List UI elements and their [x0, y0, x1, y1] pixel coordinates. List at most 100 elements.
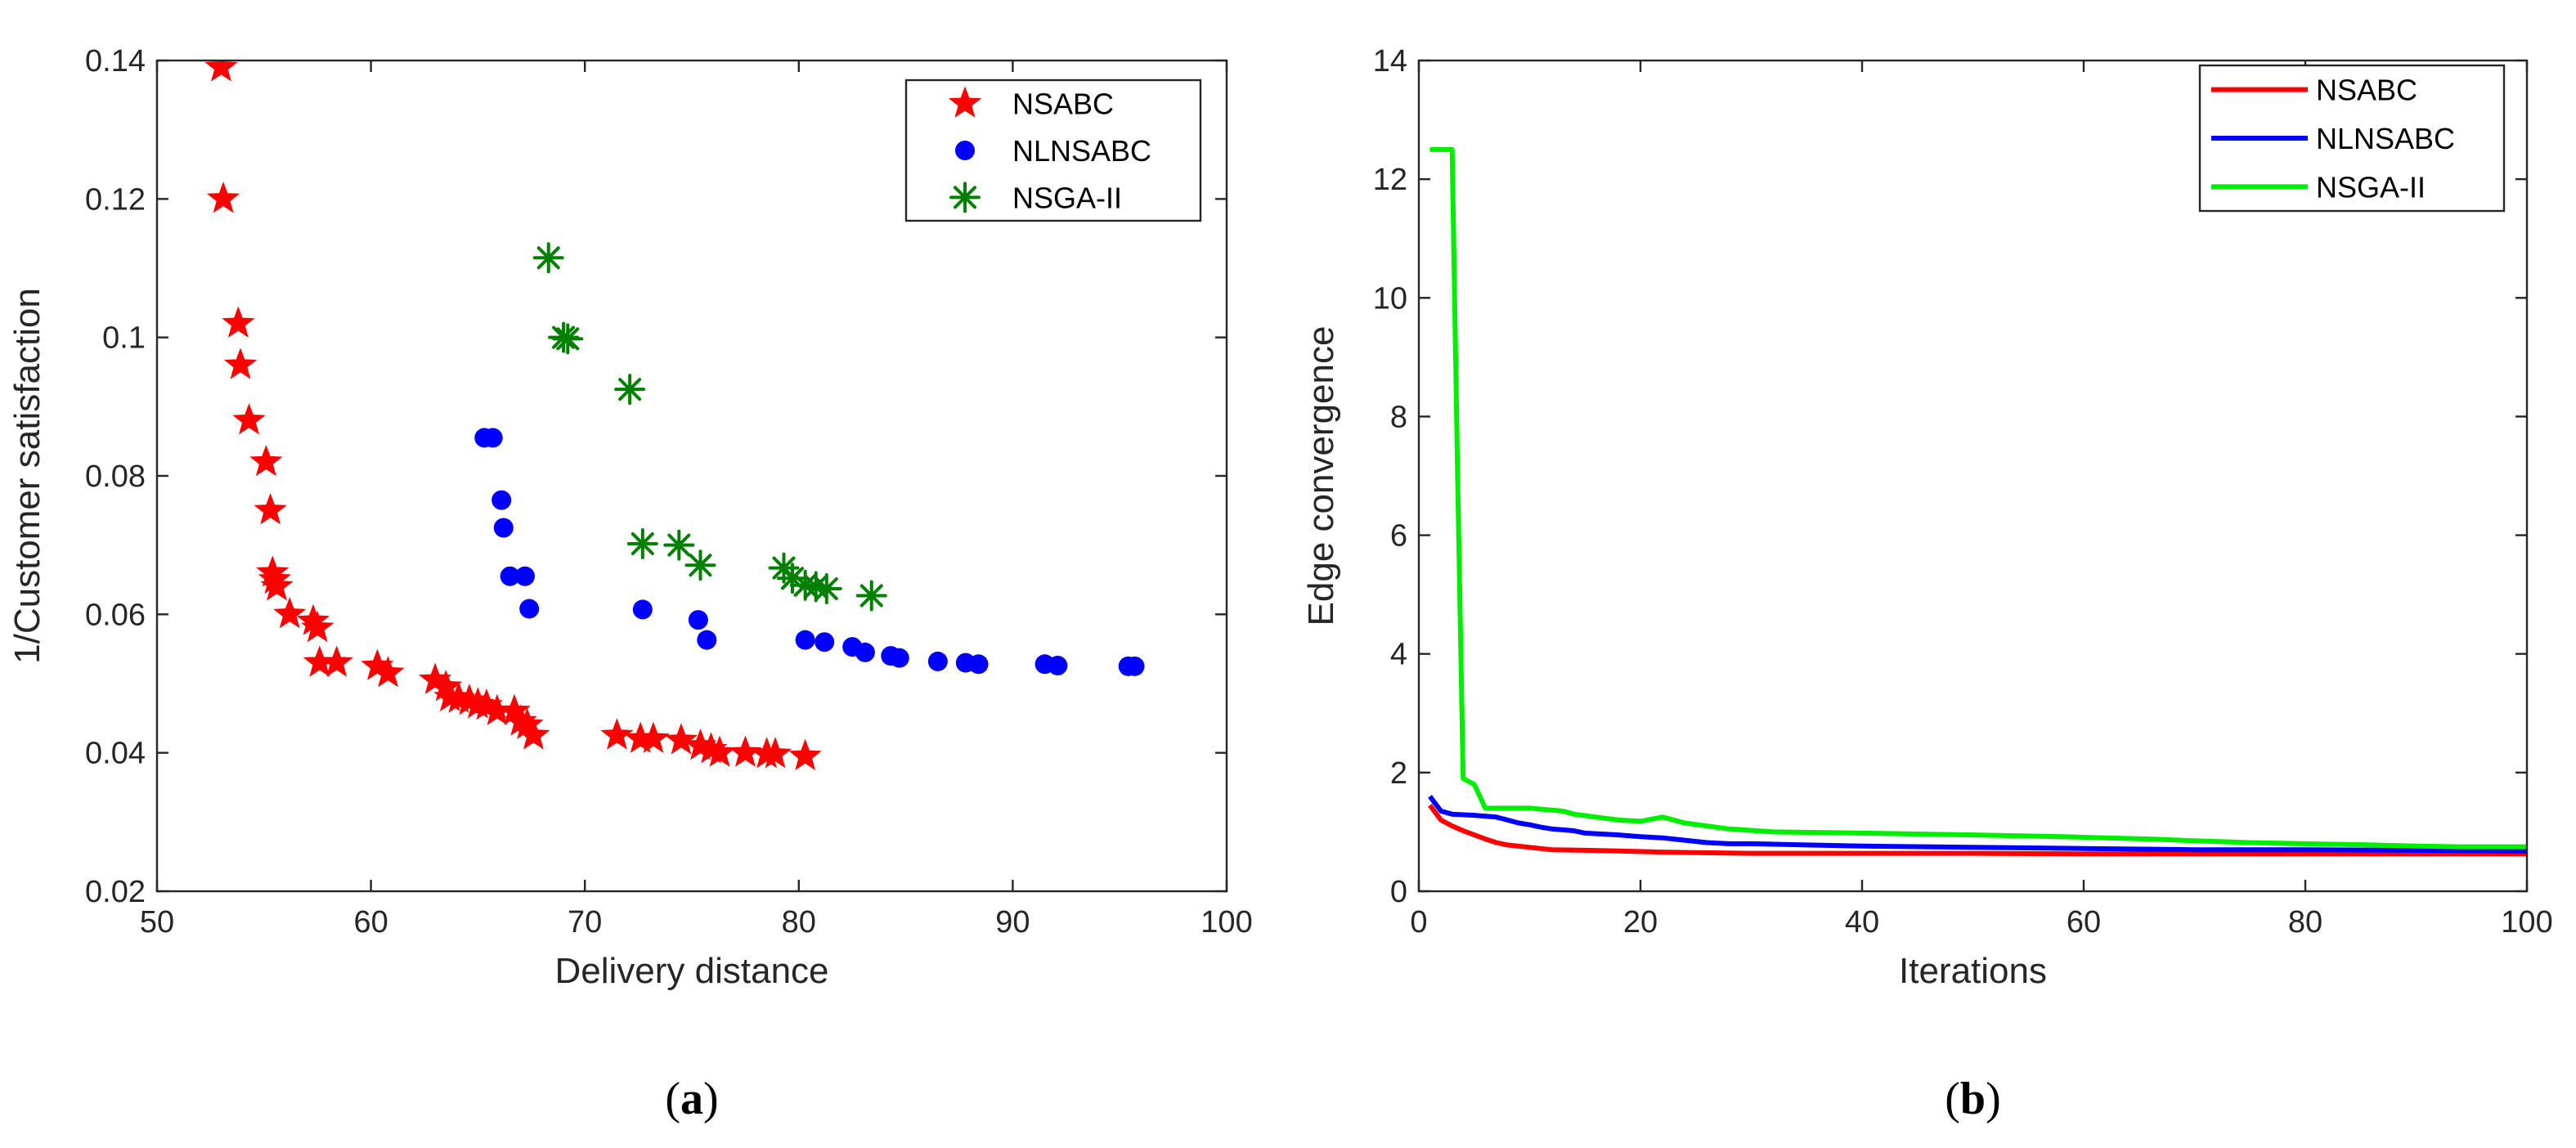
x-tick-label: 70	[568, 905, 602, 939]
y-tick-label: 0	[1390, 875, 1407, 909]
plot-area	[204, 61, 1145, 771]
x-tick-label: 60	[353, 905, 388, 939]
legend: NSABC NLNSABC NSGA-II	[904, 78, 1202, 222]
y-tick-label: 0.08	[85, 460, 146, 494]
point-nlnsabc	[1048, 655, 1068, 675]
point-nsabc	[223, 348, 258, 379]
point-nsabc	[301, 611, 334, 643]
point-nsabc	[600, 718, 634, 750]
legend-swatch-nsga-ii	[949, 182, 981, 213]
axes-box	[1417, 59, 2529, 893]
y-tick-label: 10	[1373, 281, 1407, 316]
plot-area	[1428, 146, 2527, 857]
legend-label-nsabc: NSABC	[1012, 87, 1114, 121]
point-nsabc	[758, 737, 792, 769]
point-nlnsabc	[1124, 656, 1145, 676]
point-nsga-ii	[663, 529, 695, 561]
x-tick-label: 100	[1200, 905, 1252, 939]
point-nsabc	[273, 597, 307, 629]
x-tick-label: 50	[140, 905, 174, 939]
line-nlnsabc	[1428, 795, 2527, 854]
point-nsga-ii	[614, 374, 646, 406]
line-nsga-ii	[1429, 146, 2527, 850]
point-nsga-ii	[532, 242, 564, 274]
panel-caption-letter: a	[680, 1074, 703, 1124]
x-tick-label: 90	[995, 905, 1030, 939]
legend-label-nsga-ii: NSGA-II	[1012, 181, 1122, 214]
point-nsabc	[204, 61, 238, 82]
legend-label-nlnsabc: NLNSABC	[2316, 122, 2455, 155]
panel-b-line-chart: 0 20 40 60 80 100 0 2 4 6 8 10 12 14 Iterations Edge co…	[1301, 44, 2553, 1124]
point-nsga-ii	[855, 580, 887, 612]
legend-swatch-nlnsabc	[955, 141, 975, 160]
y-axis-label: Edge convergence	[1301, 326, 1341, 626]
point-nlnsabc	[815, 632, 835, 652]
y-tick-label: 12	[1373, 163, 1407, 197]
y-tick-label: 0.04	[85, 737, 146, 771]
point-nsga-ii	[626, 527, 658, 559]
y-tick-label: 8	[1390, 400, 1407, 434]
y-tick-label: 0.1	[102, 321, 146, 356]
y-tick-label: 0.02	[85, 875, 146, 909]
panel-caption: (a)	[665, 1074, 718, 1124]
point-nlnsabc	[493, 518, 514, 538]
point-nlnsabc	[482, 428, 503, 448]
y-tick-label: 0.12	[85, 182, 146, 217]
series-nsabc	[204, 61, 822, 771]
line-nsabc	[1428, 803, 2527, 857]
point-nlnsabc	[889, 648, 909, 668]
point-nsabc	[320, 645, 353, 677]
point-nlnsabc	[491, 490, 512, 510]
point-nsabc	[249, 444, 283, 477]
point-nsga-ii	[776, 563, 808, 594]
point-nsabc	[206, 182, 240, 213]
x-tick-label: 80	[782, 905, 816, 939]
x-axis-label: Iterations	[1899, 951, 2047, 991]
panel-caption: (b)	[1945, 1074, 2000, 1124]
point-nlnsabc	[632, 599, 653, 620]
legend-label-nlnsabc: NLNSABC	[1012, 134, 1151, 168]
y-tick-label: 0.14	[85, 44, 146, 78]
point-nsabc	[254, 493, 287, 525]
legend-label-nsabc: NSABC	[2316, 74, 2417, 107]
panel-caption-letter: b	[1960, 1074, 1986, 1124]
point-nsabc	[517, 718, 550, 750]
point-nsabc	[371, 656, 405, 688]
y-tick-label: 6	[1390, 519, 1407, 554]
x-tick-label: 60	[2067, 905, 2101, 939]
point-nsabc	[729, 735, 762, 767]
x-tick-label: 40	[1845, 905, 1879, 939]
point-nlnsabc	[500, 566, 520, 586]
legend-swatch-nsabc	[948, 86, 982, 118]
point-nlnsabc	[519, 599, 540, 619]
point-nsga-ii	[684, 549, 716, 581]
series-nsga-ii	[1429, 146, 2527, 850]
series-nsabc	[1428, 803, 2527, 857]
series-nlnsabc	[1428, 795, 2527, 854]
x-axis-label: Delivery distance	[554, 951, 828, 991]
point-nlnsabc	[688, 610, 708, 630]
point-nsabc	[636, 721, 671, 753]
point-nsga-ii	[810, 573, 842, 605]
point-nsabc	[232, 403, 266, 435]
x-tick-label: 20	[1623, 905, 1658, 939]
point-nsabc	[788, 738, 822, 771]
y-tick-label: 14	[1373, 44, 1407, 78]
point-nsabc	[664, 723, 698, 755]
x-tick-label: 0	[1410, 905, 1427, 939]
point-nlnsabc	[927, 651, 948, 671]
x-tick-label: 100	[2501, 905, 2552, 939]
y-tick-label: 0.06	[85, 598, 146, 632]
point-nsga-ii	[800, 571, 832, 603]
y-tick-label: 4	[1390, 638, 1407, 672]
point-nlnsabc	[697, 630, 717, 650]
legend: NSABC NLNSABC NSGA-II	[2198, 64, 2506, 213]
point-nsabc	[222, 306, 255, 338]
y-axis-label: 1/Customer satisfaction	[7, 288, 47, 664]
legend-label-nsga-ii: NSGA-II	[2316, 170, 2426, 204]
point-nlnsabc	[795, 630, 815, 650]
panel-a-scatter-chart: 50 60 70 80 90 100 0.02 0.04 0.06 0.08 0.1 0.12 0.14…	[7, 44, 1253, 1124]
series-nsga-ii	[532, 242, 887, 612]
point-nsabc	[260, 569, 294, 601]
